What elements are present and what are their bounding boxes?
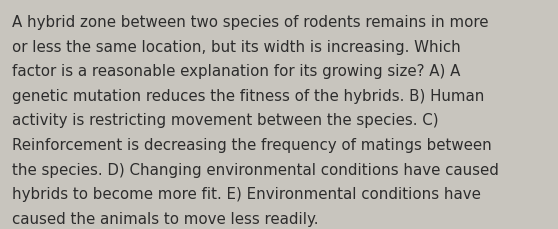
Text: the species. D) Changing environmental conditions have caused: the species. D) Changing environmental c… — [12, 162, 499, 177]
Text: A hybrid zone between two species of rodents remains in more: A hybrid zone between two species of rod… — [12, 15, 489, 30]
Text: genetic mutation reduces the fitness of the hybrids. B) Human: genetic mutation reduces the fitness of … — [12, 88, 485, 103]
Text: caused the animals to move less readily.: caused the animals to move less readily. — [12, 211, 319, 226]
Text: factor is a reasonable explanation for its growing size? A) A: factor is a reasonable explanation for i… — [12, 64, 461, 79]
Text: or less the same location, but its width is increasing. Which: or less the same location, but its width… — [12, 39, 461, 54]
Text: Reinforcement is decreasing the frequency of matings between: Reinforcement is decreasing the frequenc… — [12, 137, 492, 152]
Text: activity is restricting movement between the species. C): activity is restricting movement between… — [12, 113, 439, 128]
Text: hybrids to become more fit. E) Environmental conditions have: hybrids to become more fit. E) Environme… — [12, 186, 481, 201]
